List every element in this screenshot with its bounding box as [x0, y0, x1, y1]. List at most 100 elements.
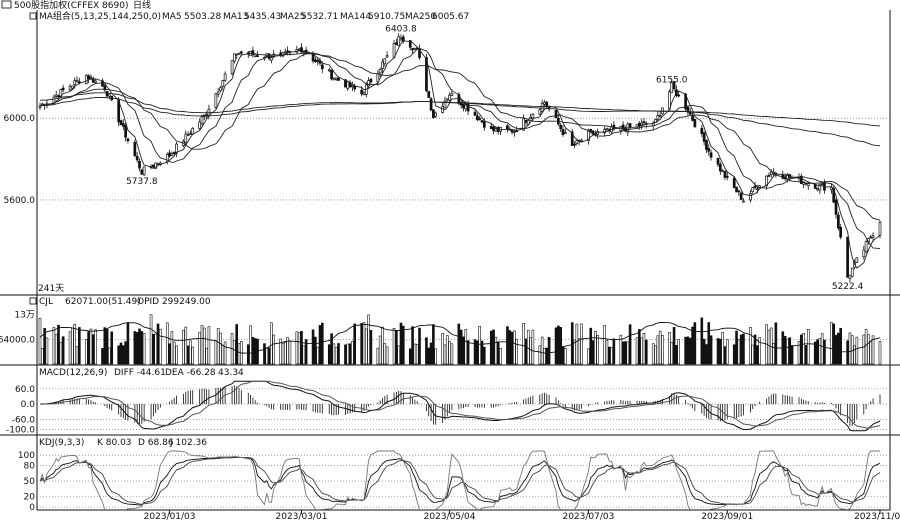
volume-bar	[557, 325, 560, 365]
candle-down	[832, 188, 836, 203]
ma144-number: 5910.75	[368, 12, 405, 22]
candle-down	[707, 148, 711, 152]
volume-bar	[399, 322, 403, 365]
volume-bar	[392, 328, 396, 365]
window-icon	[1, 0, 12, 9]
volume-bar	[304, 339, 308, 365]
volume-bar	[441, 333, 444, 365]
candle-down	[705, 140, 708, 150]
volume-bar	[445, 335, 449, 365]
candle-down	[126, 138, 130, 142]
candle-down	[677, 94, 681, 97]
volume-bar	[286, 337, 289, 365]
kdj-j-line	[39, 450, 880, 511]
volume-bar	[591, 340, 595, 365]
candle-up	[806, 183, 810, 186]
candle-down	[360, 89, 364, 95]
volume-bar	[610, 346, 613, 365]
volume-bar	[700, 317, 704, 365]
candle-down	[256, 55, 259, 57]
volume-bar	[753, 334, 757, 365]
candle-up	[216, 91, 220, 95]
kdj-d: D 68.86	[138, 438, 174, 448]
volume-bar	[38, 317, 42, 365]
volume-bar	[723, 346, 727, 365]
candle-up	[233, 53, 236, 62]
candle-up	[531, 113, 535, 119]
volume-bar	[575, 323, 579, 365]
kdj-y-label: 80	[24, 462, 36, 472]
moving-average-lines	[39, 40, 881, 269]
candle-up	[230, 60, 234, 74]
volume-bar	[126, 322, 130, 365]
candle-down	[739, 192, 743, 200]
volume-bar	[52, 327, 56, 365]
volume-bar	[640, 337, 643, 365]
volume-bar	[249, 325, 252, 365]
candle-down	[702, 132, 706, 142]
volume-bar	[473, 339, 477, 365]
volume-bar	[466, 340, 470, 365]
volume-bar	[644, 339, 648, 365]
x-axis-label: 2023/09/01	[701, 512, 753, 521]
candle-up	[862, 249, 866, 258]
x-axis-label: 2023/05/04	[424, 512, 476, 521]
candle-up	[75, 79, 79, 82]
candle-down	[429, 98, 433, 111]
volume-bar	[138, 328, 141, 365]
candle-up	[332, 77, 336, 81]
candle-down	[138, 160, 141, 169]
candle-down	[709, 152, 713, 158]
volume-bar	[492, 329, 495, 365]
ma13-line	[39, 48, 881, 250]
volume-bar	[172, 341, 176, 365]
volume-bar	[267, 347, 271, 365]
candle-up	[223, 73, 227, 81]
candle-up	[198, 121, 202, 129]
volume-bar	[233, 339, 236, 365]
volume-bar	[376, 347, 380, 365]
volume-bar	[751, 344, 755, 365]
candle-up	[237, 53, 241, 55]
period-label[interactable]: 日线	[133, 0, 151, 11]
volume-bar	[364, 328, 368, 365]
candle-down	[836, 214, 840, 229]
title-bar: 500股指加权(CFFEX 8690) 日线	[1, 0, 151, 11]
volume-bar	[101, 348, 104, 365]
volume-bar	[651, 343, 655, 365]
volume-bar	[510, 331, 514, 365]
volume-bar	[638, 329, 641, 365]
volume-bar	[686, 336, 690, 365]
volume-bar	[45, 337, 49, 365]
ma-group-toggle-icon[interactable]	[29, 12, 37, 20]
volume-bar	[800, 334, 803, 365]
price-header: MA组合(5,13,25,144,250,0) MA5 5503.28 MA13…	[29, 10, 469, 22]
candle-up	[721, 170, 724, 173]
candle-down	[482, 121, 486, 128]
macd-y-label: 0.0	[21, 400, 36, 410]
volume-bar	[223, 341, 227, 365]
candle-down	[718, 163, 722, 172]
volume-bar	[707, 322, 711, 365]
candle-down	[140, 169, 144, 175]
candle-up	[818, 183, 822, 191]
volume-bar	[288, 340, 292, 365]
cjl-toggle-icon[interactable]	[29, 297, 37, 305]
volume-bar	[749, 327, 752, 365]
price-y-label: 6000.0	[4, 114, 36, 124]
candle-up	[71, 85, 74, 89]
volume-bar	[283, 341, 287, 365]
ma250-number: 6005.67	[432, 12, 469, 22]
candle-up	[848, 274, 852, 279]
candle-up	[392, 43, 396, 58]
volume-bar	[670, 342, 674, 365]
volume-bar	[149, 314, 153, 365]
volume-bar	[318, 325, 322, 365]
volume-bar	[758, 337, 761, 365]
candle-down	[869, 236, 873, 239]
volume-bar	[462, 336, 465, 365]
candle-up	[351, 85, 354, 88]
volume-bar	[395, 330, 398, 365]
macd-header: MACD(12,26,9) DIFF -44.61 DEA -66.28 43.…	[39, 368, 244, 378]
candle-down	[846, 236, 849, 278]
